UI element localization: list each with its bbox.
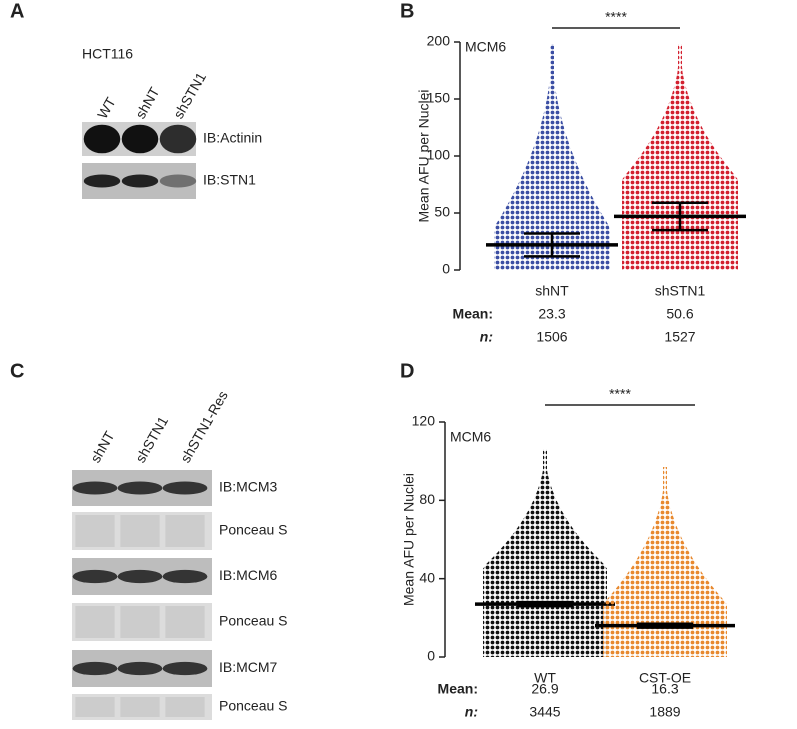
y-tick-label: 120	[412, 413, 436, 429]
lane-label: shNT	[87, 428, 118, 465]
y-tick-label: 40	[419, 569, 435, 585]
row-label: IB:MCM6	[219, 567, 278, 583]
ponceau-lane	[75, 515, 115, 547]
ponceau-lane	[120, 697, 160, 717]
blot-band	[121, 174, 159, 188]
n-value: 3445	[529, 704, 560, 720]
x-tick-label: shSTN1	[655, 283, 706, 299]
mean-label: Mean:	[438, 681, 478, 697]
lane-label: shNT	[132, 84, 163, 121]
mean-value: 26.9	[531, 681, 558, 697]
plot-title: MCM6	[450, 429, 491, 445]
y-tick-label: 0	[442, 261, 450, 277]
blot-band	[117, 481, 163, 495]
significance: ****	[609, 386, 631, 402]
ponceau-lane	[165, 606, 205, 638]
mean-value: 16.3	[651, 681, 678, 697]
lane-label: shSTN1-Res	[177, 388, 231, 465]
y-axis-label: Mean AFU per Nuclei	[401, 473, 417, 606]
y-axis-label: Mean AFU per Nuclei	[416, 89, 432, 222]
dot-cloud	[622, 44, 738, 270]
cell-line: HCT116	[82, 46, 133, 62]
ponceau-lane	[165, 515, 205, 547]
blot-band	[72, 569, 118, 584]
blot-band	[117, 569, 163, 584]
lane-label: shSTN1	[132, 413, 171, 465]
n-value: 1506	[536, 329, 567, 345]
mean-value: 50.6	[666, 306, 693, 322]
plot-title: MCM6	[465, 39, 506, 55]
n-value: 1527	[664, 329, 695, 345]
y-tick-label: 50	[434, 204, 450, 220]
n-value: 1889	[649, 704, 680, 720]
ponceau-lane	[120, 515, 160, 547]
row-label: Ponceau S	[219, 522, 288, 538]
panel-letter: D	[400, 360, 414, 382]
blot-band	[162, 481, 208, 495]
y-tick-label: 80	[419, 491, 435, 507]
mean-label: Mean:	[453, 306, 493, 322]
panel-letter: B	[400, 0, 414, 22]
blot-band	[83, 174, 121, 188]
blot-band	[162, 661, 208, 676]
n-label: n:	[480, 329, 493, 345]
dot-cloud	[494, 44, 610, 270]
panel-letter: A	[10, 0, 24, 22]
lane-label: WT	[94, 94, 119, 121]
mean-value: 23.3	[538, 306, 565, 322]
row-label: IB:Actinin	[203, 130, 262, 146]
blot-band	[159, 124, 197, 154]
n-label: n:	[465, 704, 478, 720]
ponceau-lane	[75, 606, 115, 638]
blot-band	[121, 124, 159, 154]
y-tick-label: 150	[427, 90, 451, 106]
y-tick-label: 200	[427, 33, 451, 49]
dot-cloud	[603, 467, 727, 657]
y-tick-label: 100	[427, 147, 451, 163]
blot-band	[72, 661, 118, 676]
ponceau-lane	[75, 697, 115, 717]
row-label: IB:STN1	[203, 172, 256, 188]
x-tick-label: WT	[534, 670, 556, 686]
row-label: IB:MCM7	[219, 659, 278, 675]
row-label: IB:MCM3	[219, 479, 278, 495]
x-tick-label: shNT	[535, 283, 569, 299]
row-label: Ponceau S	[219, 698, 288, 714]
blot-band	[83, 124, 121, 154]
ponceau-lane	[165, 697, 205, 717]
row-label: Ponceau S	[219, 613, 288, 629]
x-tick-label: CST-OE	[639, 670, 691, 686]
panel-letter: C	[10, 360, 24, 382]
ponceau-lane	[120, 606, 160, 638]
significance: ****	[605, 9, 627, 25]
y-tick-label: 0	[427, 648, 435, 664]
lane-label: shSTN1	[170, 69, 209, 121]
blot-band	[117, 661, 163, 676]
blot-band	[159, 174, 197, 188]
dot-cloud	[483, 449, 607, 657]
blot-band	[72, 481, 118, 495]
blot-band	[162, 569, 208, 584]
